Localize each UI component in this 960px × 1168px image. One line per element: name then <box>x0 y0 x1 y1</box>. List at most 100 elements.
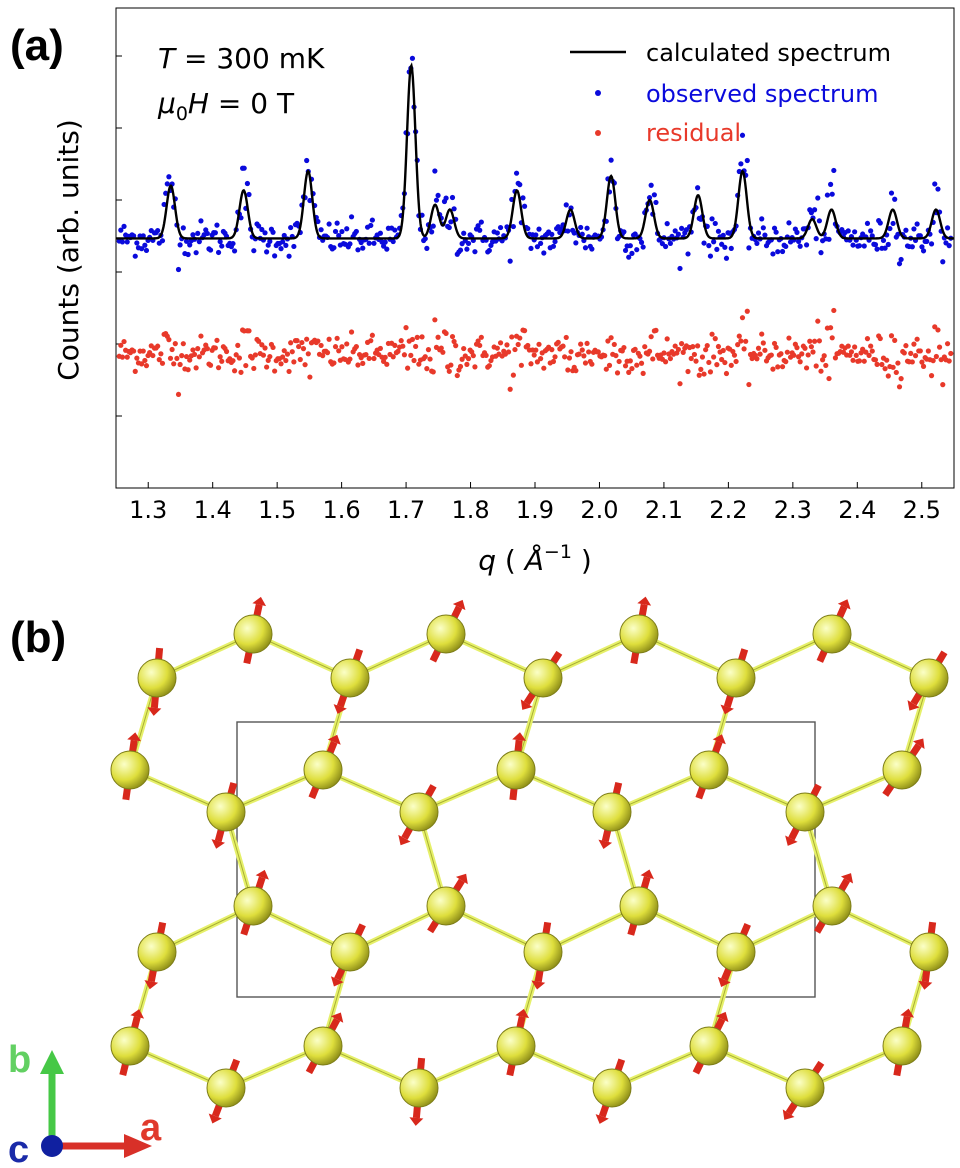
observed-point <box>429 229 435 235</box>
residual-point <box>664 336 670 342</box>
observed-point <box>711 239 717 245</box>
residual-point <box>262 345 268 351</box>
residual-point <box>895 360 901 366</box>
residual-point <box>850 357 856 363</box>
observed-point <box>326 221 332 227</box>
residual-point <box>427 356 433 362</box>
observed-point <box>360 245 366 251</box>
residual-point <box>829 335 835 341</box>
residual-point <box>307 374 313 380</box>
residual-point <box>384 361 390 367</box>
observed-point <box>890 220 896 227</box>
residual-point <box>704 342 710 349</box>
residual-point <box>786 335 792 341</box>
spin-arrowhead <box>840 873 854 884</box>
atom <box>619 614 659 654</box>
observed-point <box>278 246 284 252</box>
observed-point <box>190 232 196 238</box>
observed-point <box>677 265 683 272</box>
residual-point <box>936 344 943 350</box>
residual-point <box>711 354 717 360</box>
observed-point <box>589 246 595 252</box>
residual-point <box>459 356 465 362</box>
residual-point <box>565 367 571 373</box>
spin-arrowhead <box>900 1008 915 1018</box>
x-tick-label: 1.9 <box>516 496 554 524</box>
atom <box>110 1026 150 1066</box>
residual-point <box>706 359 712 366</box>
observed-point <box>486 247 492 254</box>
observed-point <box>246 191 252 198</box>
observed-point <box>714 246 720 252</box>
observed-point <box>720 232 726 238</box>
residual-point <box>779 364 786 370</box>
residual-point <box>940 382 946 388</box>
residual-point <box>422 354 428 360</box>
observed-point <box>582 245 589 251</box>
residual-point <box>602 353 608 359</box>
residual-point <box>562 354 568 360</box>
observed-point <box>344 226 350 232</box>
y-ticks <box>116 55 122 417</box>
residual-point <box>828 325 834 331</box>
x-tick-label: 2.3 <box>774 496 812 524</box>
residual-point <box>722 359 728 366</box>
observed-point <box>815 195 821 201</box>
residual-point <box>791 352 797 358</box>
residual-point <box>864 336 871 342</box>
residual-point <box>233 352 239 358</box>
residual-point <box>267 353 273 360</box>
observed-point <box>159 238 166 244</box>
residual-point <box>382 354 388 360</box>
residual-point <box>525 342 531 349</box>
residual-point <box>845 343 851 349</box>
temperature-annotation: T = 300 mK <box>158 42 325 75</box>
spin-arrowhead <box>520 699 533 710</box>
residual-point <box>419 334 425 340</box>
spin-arrowhead <box>452 599 466 611</box>
y-axis-label: Counts (arb. units) <box>52 119 85 381</box>
observed-point <box>578 224 584 231</box>
residual-point <box>863 349 869 355</box>
residual-point <box>212 345 218 351</box>
residual-point <box>217 354 223 360</box>
spin-arrowhead <box>531 980 546 990</box>
atom <box>137 658 177 698</box>
spin-arrowhead <box>330 976 344 987</box>
residual-point <box>760 340 766 346</box>
residual-point <box>908 350 914 357</box>
residual-point <box>326 336 332 342</box>
observed-point <box>672 228 678 234</box>
residual-point <box>640 370 646 376</box>
observed-point <box>940 259 946 265</box>
observed-point <box>142 242 148 248</box>
observed-point <box>204 230 210 237</box>
spin-arrowhead <box>455 873 468 885</box>
residual-point <box>707 369 714 375</box>
residual-point <box>584 340 590 347</box>
spin-arrowhead <box>595 1114 609 1124</box>
residual-point <box>238 369 244 375</box>
x-ticks: 1.3 1.4 1.5 1.6 1.7 1.8 1.9 2.0 2.1 2.2 2.3 2.4 2.5 <box>129 482 941 524</box>
residual-point <box>486 363 492 369</box>
observed-point <box>355 247 361 253</box>
residual-point <box>720 347 726 354</box>
residual-point <box>576 351 582 357</box>
a-axis-label: a <box>140 1107 162 1149</box>
observed-point <box>898 256 904 263</box>
residual-point <box>369 332 375 338</box>
residual-point <box>131 348 137 354</box>
residual-point <box>932 324 938 330</box>
observed-point <box>813 236 819 242</box>
observed-point <box>390 238 396 245</box>
observed-point <box>744 157 750 164</box>
residual-point <box>405 365 411 371</box>
residual-point <box>901 350 907 356</box>
residual-point <box>477 342 483 349</box>
observed-point <box>608 157 614 163</box>
residual-point <box>534 359 541 365</box>
residual-point <box>507 386 513 392</box>
observed-point <box>207 247 214 253</box>
observed-point <box>662 243 669 250</box>
observed-point <box>121 223 127 229</box>
